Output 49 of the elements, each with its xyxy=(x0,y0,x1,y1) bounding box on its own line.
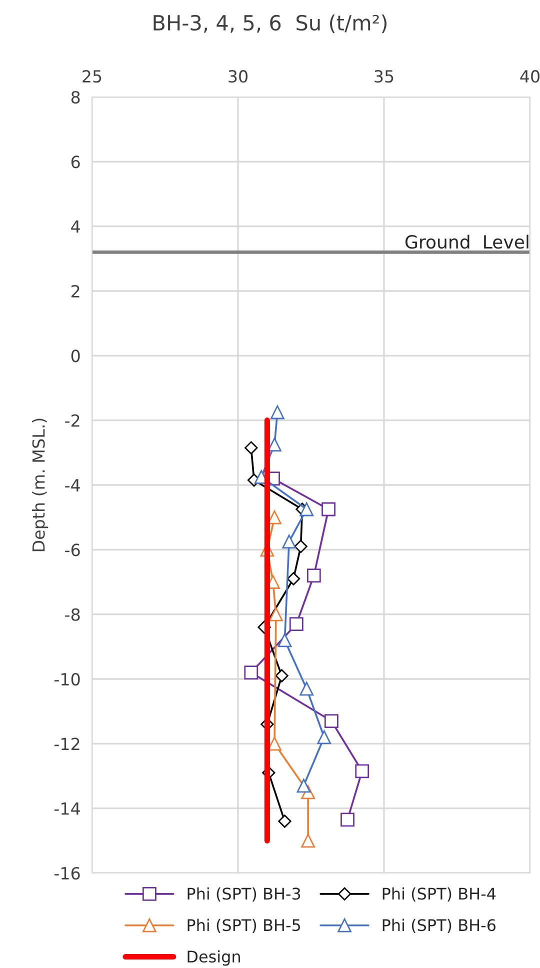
point xyxy=(244,441,258,454)
point xyxy=(324,714,338,728)
point xyxy=(289,617,304,631)
point xyxy=(282,534,296,549)
y-tick-label: -14 xyxy=(54,802,80,815)
point xyxy=(278,633,292,648)
x-tick-label: 40 xyxy=(520,70,540,83)
point xyxy=(270,405,284,420)
point xyxy=(278,814,292,828)
y-tick-label: 6 xyxy=(71,156,80,168)
x-tick-label: 30 xyxy=(228,70,248,83)
y-tick-label: 8 xyxy=(71,90,80,104)
point xyxy=(300,682,314,696)
ref-line-label: Ground Level xyxy=(405,234,528,249)
y-tick-label: -8 xyxy=(65,608,80,621)
y-tick-label: -2 xyxy=(65,414,80,427)
chart-title: BH-3, 4, 5, 6 Su (t/m²) xyxy=(154,14,387,34)
point xyxy=(269,607,283,622)
legend-label: Phi (SPT) BH-4 xyxy=(382,887,496,902)
y-axis-title: Depth (m. MSL.) xyxy=(32,418,48,552)
point xyxy=(355,764,370,778)
y-tick-label: 0 xyxy=(71,350,80,362)
point xyxy=(286,572,300,586)
y-tick-label: 2 xyxy=(72,284,80,298)
point xyxy=(317,730,332,744)
y-tick-label: -12 xyxy=(54,738,80,750)
y-tick-label: -6 xyxy=(65,544,80,556)
point xyxy=(322,502,336,516)
point xyxy=(268,736,282,751)
point xyxy=(244,666,258,680)
x-tick-label: 25 xyxy=(82,70,102,83)
y-tick-label: -16 xyxy=(54,866,80,880)
point xyxy=(340,812,354,827)
legend-label: Phi (SPT) BH-5 xyxy=(188,918,300,934)
legend-label: Design xyxy=(188,950,240,966)
y-tick-label: -10 xyxy=(54,672,80,686)
point xyxy=(301,834,316,848)
point xyxy=(268,510,282,524)
y-tick-label: -4 xyxy=(65,479,80,492)
legend-label: Phi (SPT) BH-3 xyxy=(188,887,300,902)
point xyxy=(275,669,288,682)
point xyxy=(294,540,308,554)
point xyxy=(306,568,321,582)
point xyxy=(268,438,282,452)
legend-label: Phi (SPT) BH-6 xyxy=(382,918,496,934)
y-tick-label: 4 xyxy=(71,220,80,233)
x-tick-label: 35 xyxy=(374,70,394,83)
point xyxy=(296,778,311,793)
point xyxy=(300,502,314,516)
